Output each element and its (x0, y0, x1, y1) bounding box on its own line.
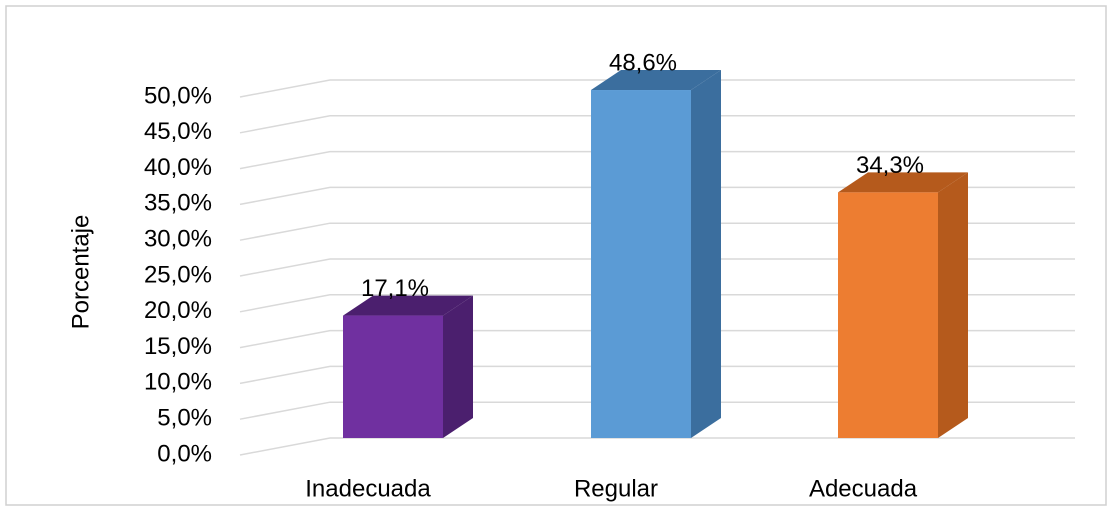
value-label: 17,1% (361, 275, 429, 302)
grid-line (239, 186, 1075, 206)
grid-line (239, 294, 1075, 313)
y-tick-label: 35,0% (144, 190, 212, 217)
bar (838, 192, 938, 438)
y-tick-label: 30,0% (144, 226, 212, 253)
bar-side (938, 172, 968, 439)
bar-side (691, 70, 721, 439)
y-tick-label: 5,0% (157, 405, 212, 432)
grid-line (239, 365, 1075, 385)
grid-line (239, 115, 1075, 134)
grid-line (239, 79, 1075, 98)
bar-top (591, 70, 721, 91)
y-tick-label: 45,0% (144, 118, 212, 145)
value-label: 48,6% (609, 49, 677, 76)
bar (343, 315, 443, 438)
x-tick-label: Inadecuada (305, 475, 431, 502)
bar (591, 90, 691, 439)
bar-top (838, 172, 968, 193)
y-tick-label: 20,0% (144, 297, 212, 324)
bar-side (443, 295, 473, 438)
x-tick-label: Adecuada (809, 475, 918, 502)
value-label: 34,3% (856, 152, 924, 179)
y-tick-label: 0,0% (157, 440, 212, 467)
y-tick-label: 10,0% (144, 369, 212, 396)
grid-line (239, 437, 1075, 456)
grid-line (239, 150, 1075, 170)
y-tick-label: 15,0% (144, 333, 212, 360)
y-tick-label: 50,0% (144, 82, 212, 109)
y-tick-label: 40,0% (144, 154, 212, 181)
grid-line (239, 258, 1075, 277)
grid-line (239, 401, 1075, 420)
grid-line (239, 329, 1075, 349)
y-tick-label: 25,0% (144, 261, 212, 288)
x-tick-label: Regular (574, 475, 658, 502)
y-axis-label: Porcentaje (67, 215, 94, 330)
grid-line (239, 222, 1075, 241)
bar-top (343, 295, 473, 316)
